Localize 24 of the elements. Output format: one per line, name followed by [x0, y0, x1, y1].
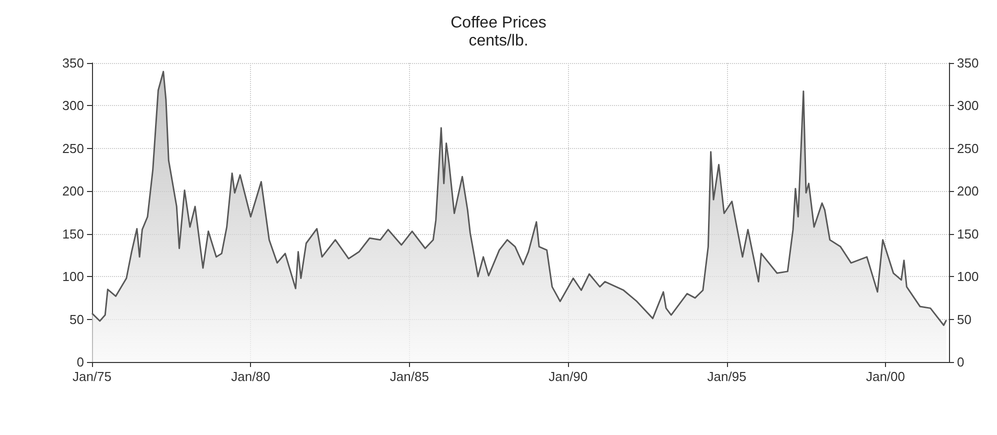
y2-tick-label: 200 — [957, 184, 979, 199]
y2-tick-label: 0 — [957, 354, 964, 370]
y-tick-label: 50 — [70, 312, 84, 327]
chart-title: Coffee Prices — [450, 14, 546, 32]
y-tick-label: 0 — [76, 354, 84, 370]
y2-tick-label: 250 — [957, 140, 979, 156]
y2-tick-label: 300 — [957, 98, 979, 114]
x-tick-label: Jan/85 — [390, 369, 429, 384]
x-tick-label: Jan/00 — [866, 369, 905, 384]
y-tick-label: 200 — [62, 184, 84, 199]
y2-tick-label: 350 — [957, 56, 979, 70]
x-tick-label: Jan/95 — [707, 369, 746, 384]
y-tick-label: 100 — [62, 269, 84, 284]
x-tick-label: Jan/80 — [231, 369, 270, 384]
y-tick-label: 150 — [62, 226, 84, 242]
y-tick-label: 250 — [62, 140, 84, 156]
y-tick-label: 300 — [62, 98, 84, 114]
y2-tick-label: 100 — [957, 269, 979, 284]
x-tick-label: Jan/75 — [72, 369, 112, 384]
y2-tick-label: 150 — [957, 226, 979, 242]
chart-subtitle: cents/lb. — [468, 32, 528, 50]
x-tick-label: Jan/90 — [548, 369, 588, 384]
y-tick-label: 350 — [62, 56, 84, 70]
y2-tick-label: 50 — [957, 312, 972, 327]
